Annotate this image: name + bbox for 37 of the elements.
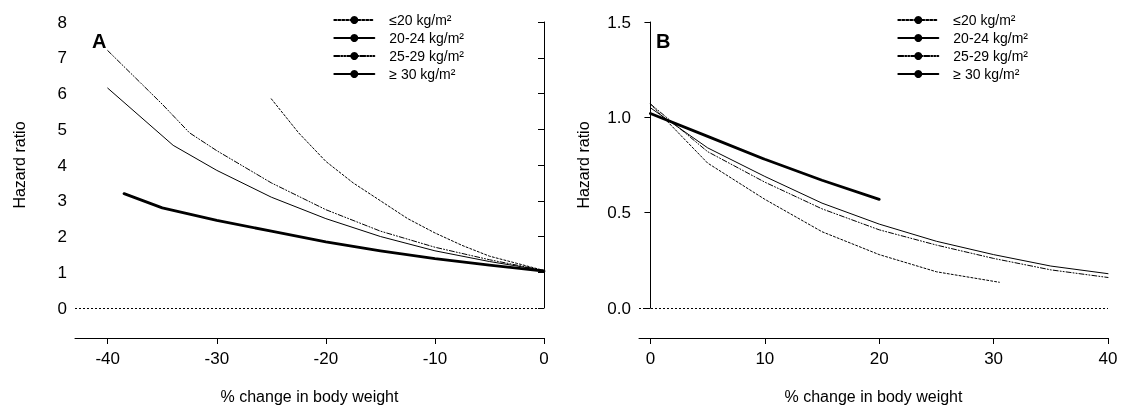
legend-label: ≤20 kg/m²: [389, 12, 452, 28]
legend-label: ≥ 30 kg/m²: [953, 66, 1020, 82]
x-tick-label: -10: [422, 349, 448, 368]
x-tick-label: -20: [313, 349, 339, 368]
legend-label: 25-29 kg/m²: [953, 48, 1029, 64]
y-tick-label: 0.5: [607, 203, 631, 223]
x-tick-label: 40: [1098, 349, 1118, 368]
legend-label: 20-24 kg/m²: [389, 30, 465, 46]
x-tick-label: -40: [95, 349, 121, 368]
y-axis-title: Hazard ratio: [574, 121, 592, 209]
x-tick-label: 20: [869, 349, 889, 368]
y-tick-label: 4: [57, 155, 67, 175]
y-tick-label: 7: [57, 48, 67, 68]
y-tick-label: 8: [57, 12, 67, 32]
legend-label: ≥ 30 kg/m²: [389, 66, 456, 82]
x-axis-title: % change in body weight: [220, 387, 399, 405]
x-tick-label: -30: [204, 349, 230, 368]
chart-title: B: [656, 30, 671, 52]
y-tick-label: 2: [57, 227, 67, 246]
y-tick-label: 0.0: [607, 298, 631, 318]
legend-label: ≤20 kg/m²: [953, 12, 1016, 28]
chart-title: A: [92, 30, 107, 52]
x-tick-label: 0: [539, 349, 549, 368]
y-tick-label: 1.0: [607, 107, 631, 127]
y-tick-label: 0: [57, 298, 67, 318]
x-tick-label: 10: [755, 349, 775, 368]
x-tick-label: 30: [984, 349, 1004, 368]
legend-label: 25-29 kg/m²: [389, 48, 465, 64]
legend-label: 20-24 kg/m²: [953, 30, 1029, 46]
y-tick-label: 1.5: [607, 12, 631, 32]
y-tick-label: 3: [57, 191, 67, 211]
y-tick-label: 6: [57, 84, 67, 103]
x-tick-label: 0: [645, 349, 656, 368]
y-tick-label: 5: [57, 119, 67, 139]
y-axis-title: Hazard ratio: [10, 121, 28, 209]
y-tick-label: 1: [57, 262, 67, 282]
x-axis-title: % change in body weight: [784, 387, 963, 405]
